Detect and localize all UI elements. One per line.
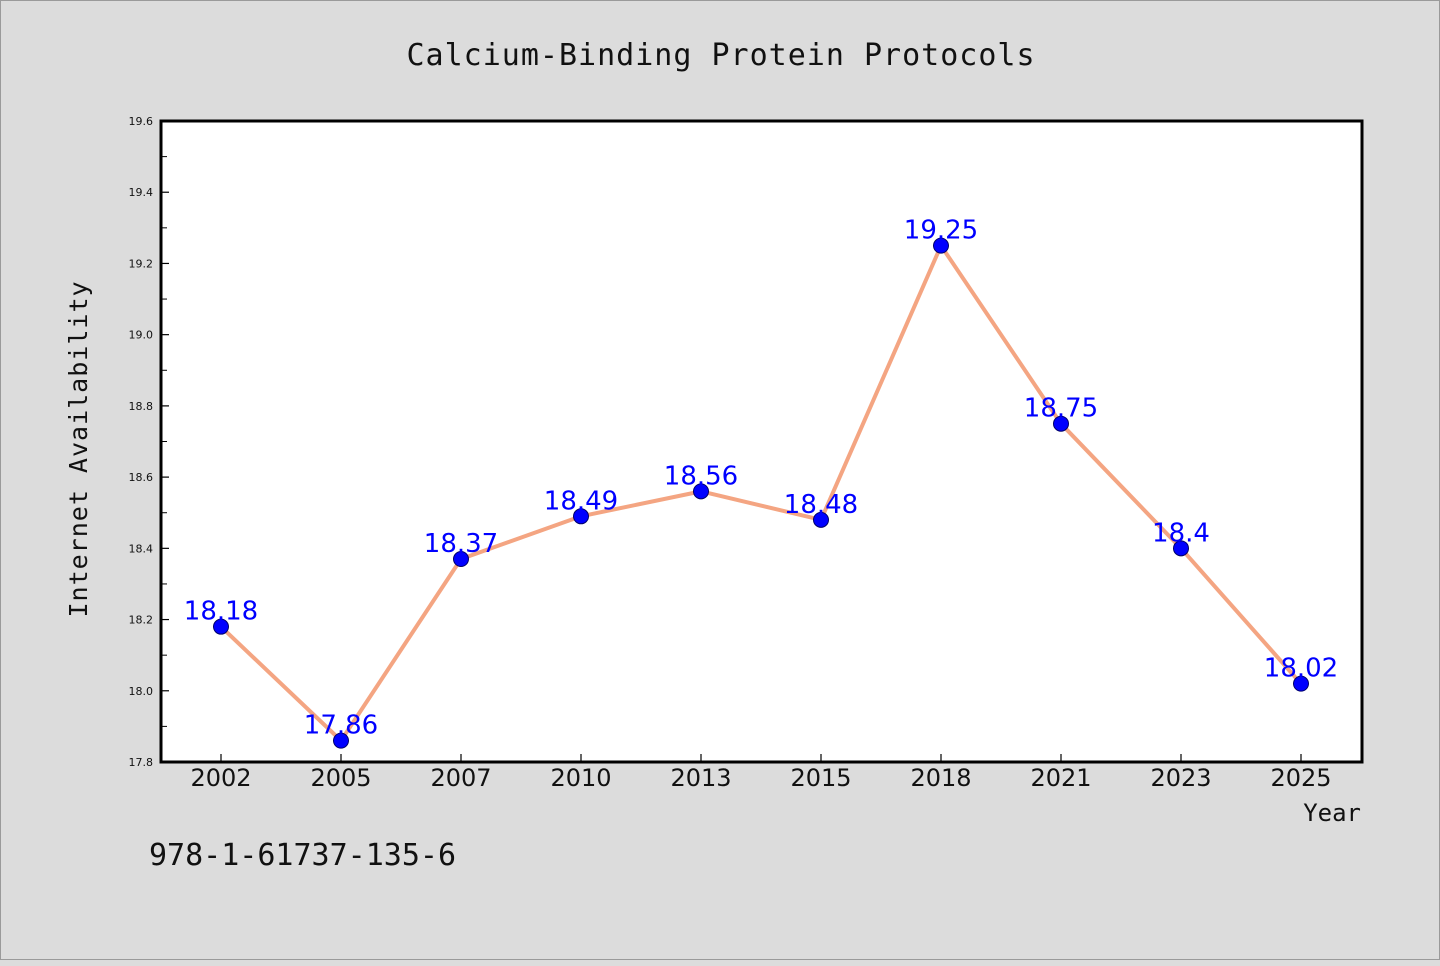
y-tick-label: 18.0 [129,685,154,698]
data-point [813,511,829,528]
x-tick-label: 2013 [670,764,731,792]
data-label: 17.86 [304,711,378,741]
y-tick-label: 19.0 [129,329,154,342]
x-tick-label: 2010 [550,764,611,792]
data-point [1293,675,1309,692]
y-tick-label: 19.4 [129,186,154,199]
data-point [573,508,589,525]
data-label: 18.75 [1024,394,1098,424]
data-label: 18.18 [184,597,258,627]
series-line [219,243,1303,743]
data-label: 18.37 [424,529,498,559]
x-tick-label: 2007 [430,764,491,792]
x-tick-label: 2015 [790,764,851,792]
x-axis: 2002 2005 2007 2010 2013 2015 2018 2021 2023 2025 [190,754,1332,792]
isbn-annotation: 978-1-61737-135-6 [149,838,456,873]
y-tick-label: 19.6 [129,115,154,128]
y-tick-label: 18.8 [129,400,154,413]
markers-group [213,237,1309,749]
y-axis: 17.8 18.0 18.2 18.4 18.6 18.8 19.0 19.2 19.4 19.6 [129,115,169,769]
y-tick-label: 17.8 [129,756,154,769]
y-tick-label: 19.2 [129,257,154,270]
x-tick-label: 2021 [1030,764,1091,792]
x-tick-label: 2023 [1150,764,1211,792]
y-tick-label: 18.2 [129,614,154,627]
data-labels-group: 18.18 17.86 18.37 18.49 18.56 18.48 19.25 18.75… [184,216,1338,741]
x-tick-label: 2002 [190,764,251,792]
x-tick-label: 2018 [910,764,971,792]
x-axis-label: Year [1303,799,1361,827]
series-line-group [219,243,1303,743]
data-label: 18.49 [544,486,618,516]
x-tick-label: 2025 [1270,764,1331,792]
data-point [333,732,349,749]
data-point [1173,540,1189,557]
y-tick-label: 18.6 [129,471,154,484]
data-point [1053,415,1069,432]
data-label: 18.02 [1264,654,1338,684]
data-point [453,551,469,568]
data-point [693,483,709,500]
x-tick-label: 2005 [310,764,371,792]
chart-title: Calcium-Binding Protein Protocols [406,38,1035,73]
data-label: 18.4 [1152,518,1210,548]
plot-area [159,119,1364,764]
data-point [213,618,229,635]
data-label: 18.56 [664,461,738,491]
y-axis-label: Internet Availability [64,280,93,617]
data-label: 19.25 [904,216,978,246]
data-label: 18.48 [784,490,858,520]
data-point [933,237,949,254]
y-tick-label: 18.4 [129,542,154,555]
